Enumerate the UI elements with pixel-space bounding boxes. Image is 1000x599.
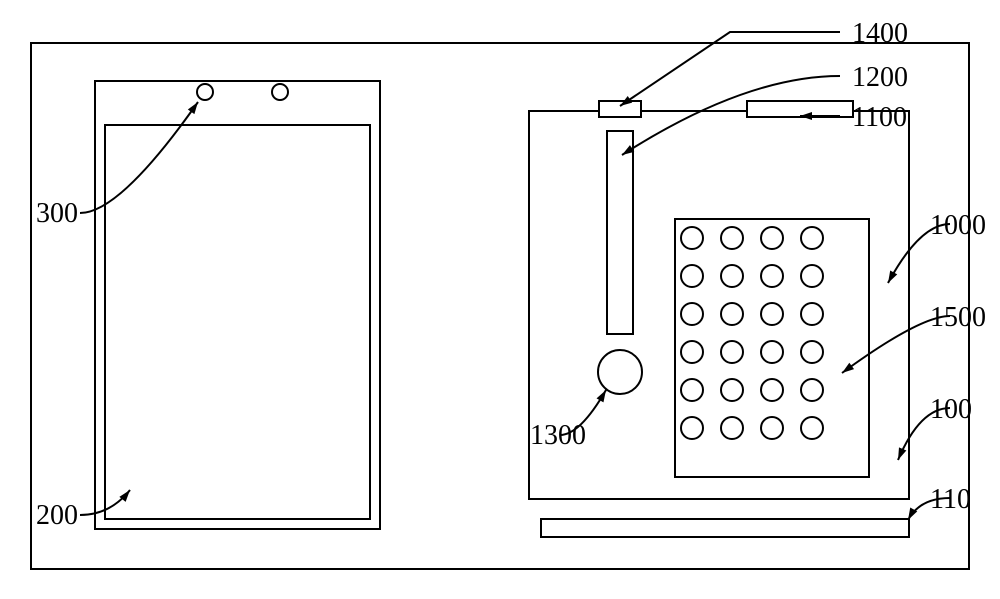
camera-icon bbox=[196, 83, 214, 101]
label-1500: 1500 bbox=[930, 302, 986, 334]
well-icon bbox=[800, 378, 824, 402]
label-100: 100 bbox=[930, 394, 972, 426]
well-icon bbox=[800, 264, 824, 288]
wide-notch bbox=[746, 100, 854, 118]
well-icon bbox=[800, 416, 824, 440]
label-1300: 1300 bbox=[530, 420, 586, 452]
well-icon bbox=[720, 226, 744, 250]
well-icon bbox=[680, 340, 704, 364]
well-icon bbox=[680, 264, 704, 288]
label-1100: 1100 bbox=[852, 102, 907, 134]
well-icon bbox=[800, 340, 824, 364]
well-icon bbox=[720, 302, 744, 326]
label-300: 300 bbox=[36, 198, 78, 230]
camera-icon bbox=[271, 83, 289, 101]
small-notch bbox=[598, 100, 642, 118]
label-200: 200 bbox=[36, 500, 78, 532]
diagram-canvas: 1400 1200 1100 1000 1500 100 110 300 200… bbox=[0, 0, 1000, 599]
well-icon bbox=[800, 226, 824, 250]
label-1000: 1000 bbox=[930, 210, 986, 242]
well-icon bbox=[680, 416, 704, 440]
well-icon bbox=[720, 264, 744, 288]
well-icon bbox=[720, 378, 744, 402]
well-icon bbox=[760, 226, 784, 250]
stem bbox=[606, 130, 634, 335]
label-110: 110 bbox=[930, 484, 971, 516]
label-1200: 1200 bbox=[852, 62, 908, 94]
well-icon bbox=[680, 302, 704, 326]
well-icon bbox=[680, 378, 704, 402]
well-icon bbox=[760, 340, 784, 364]
well-icon bbox=[800, 302, 824, 326]
well-icon bbox=[720, 416, 744, 440]
well-icon bbox=[720, 340, 744, 364]
left-inner bbox=[104, 124, 371, 520]
well-icon bbox=[760, 302, 784, 326]
well-icon bbox=[760, 264, 784, 288]
label-1400: 1400 bbox=[852, 18, 908, 50]
ball bbox=[597, 349, 643, 395]
bottom-strip bbox=[540, 518, 910, 538]
well-icon bbox=[680, 226, 704, 250]
well-icon bbox=[760, 378, 784, 402]
well-icon bbox=[760, 416, 784, 440]
